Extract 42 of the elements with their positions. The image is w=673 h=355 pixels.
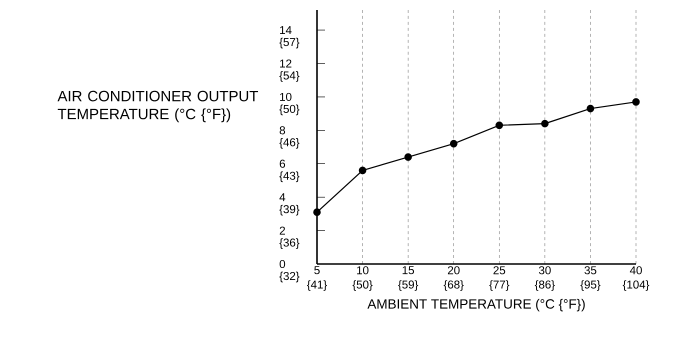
x2-tick-label: {50} <box>352 280 373 291</box>
x2-tick-label: {41} <box>306 280 327 291</box>
y2-tick-label: {50} <box>279 104 300 116</box>
x2-tick-label: {59} <box>398 280 418 291</box>
x-tick-label: 30 <box>538 266 551 274</box>
x2-tick-label: {95} <box>580 280 600 291</box>
x-tick-label: 5 <box>314 266 320 274</box>
y-tick-label: 12 <box>280 59 292 68</box>
y2-tick-label: {36} <box>279 238 300 249</box>
y-tick-label: 8 <box>280 126 286 134</box>
x-tick-label: 15 <box>402 266 414 274</box>
y2-tick-label: {39} <box>279 204 300 216</box>
y2-tick-label: {46} <box>279 138 300 149</box>
x-tick-label: 20 <box>448 266 460 274</box>
point <box>358 166 366 174</box>
y-tick-label: 0 <box>280 260 286 268</box>
x2-tick-label: {77} <box>489 280 510 291</box>
x2-tick-label: {104} <box>622 280 650 291</box>
y2-tick-label: {57} <box>279 38 300 48</box>
y2-tick-label: {32} <box>279 272 300 282</box>
x-tick-label: 25 <box>493 266 506 274</box>
x-tick-label: 35 <box>584 266 596 274</box>
y-axis-title: AIR CONDITIONER OUTPUT TEMPERATURE (°C {°F}) <box>58 90 258 122</box>
y2-tick-label: {43} <box>279 171 300 182</box>
point <box>313 208 321 216</box>
point <box>404 153 412 161</box>
x2-tick-label: {86} <box>534 280 555 291</box>
point <box>496 122 504 130</box>
point <box>450 140 458 148</box>
y-tick-label: 14 <box>280 26 292 34</box>
point <box>586 104 594 112</box>
y-tick-label: 2 <box>280 226 285 235</box>
y2-tick-label: {54} <box>279 71 300 82</box>
x-tick-label: 40 <box>630 266 642 274</box>
x2-tick-label: {68} <box>444 280 464 291</box>
y-tick-label: 10 <box>280 92 292 101</box>
point <box>632 98 640 106</box>
y-tick-label: 6 <box>280 160 286 168</box>
x-tick-label: 10 <box>357 266 368 274</box>
x-axis-title: AMBIENT TEMPERATURE (°C {°F}) <box>367 298 585 312</box>
point <box>541 120 549 128</box>
y-tick-label: 4 <box>279 193 286 202</box>
